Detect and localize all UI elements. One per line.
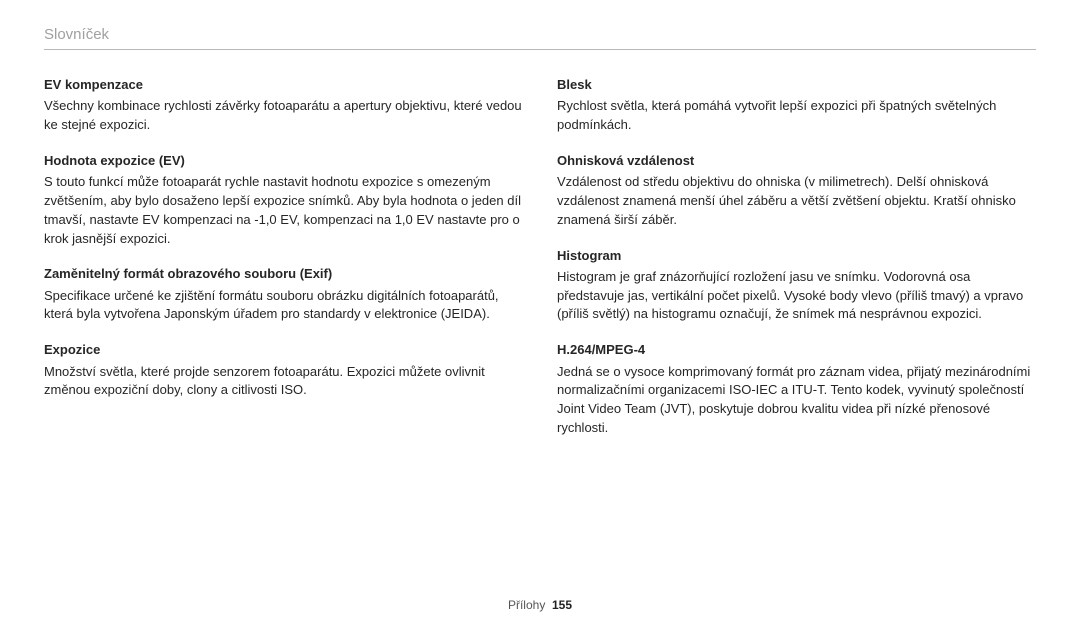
- definition: Histogram je graf znázorňující rozložení…: [557, 268, 1036, 325]
- term: Hodnota expozice (EV): [44, 152, 523, 170]
- page-footer: Přílohy 155: [0, 598, 1080, 612]
- definition: S touto funkcí může fotoaparát rychle na…: [44, 173, 523, 248]
- glossary-entry: EV kompenzace Všechny kombinace rychlost…: [44, 76, 523, 135]
- definition: Rychlost světla, která pomáhá vytvořit l…: [557, 97, 1036, 135]
- term: Zaměnitelný formát obrazového souboru (E…: [44, 265, 523, 283]
- glossary-columns: EV kompenzace Všechny kombinace rychlost…: [44, 76, 1036, 455]
- glossary-entry: Hodnota expozice (EV) S touto funkcí můž…: [44, 152, 523, 249]
- glossary-entry: H.264/MPEG-4 Jedná se o vysoce komprimov…: [557, 341, 1036, 438]
- right-column: Blesk Rychlost světla, která pomáhá vytv…: [557, 76, 1036, 455]
- glossary-entry: Histogram Histogram je graf znázorňující…: [557, 247, 1036, 325]
- section-header: Slovníček: [44, 26, 1036, 50]
- definition: Množství světla, které projde senzorem f…: [44, 363, 523, 401]
- definition: Všechny kombinace rychlosti závěrky foto…: [44, 97, 523, 135]
- term: Ohnisková vzdálenost: [557, 152, 1036, 170]
- definition: Specifikace určené ke zjištění formátu s…: [44, 287, 523, 325]
- glossary-entry: Expozice Množství světla, které projde s…: [44, 341, 523, 400]
- glossary-entry: Ohnisková vzdálenost Vzdálenost od střed…: [557, 152, 1036, 230]
- term: Blesk: [557, 76, 1036, 94]
- glossary-entry: Blesk Rychlost světla, která pomáhá vytv…: [557, 76, 1036, 135]
- term: Expozice: [44, 341, 523, 359]
- footer-label: Přílohy: [508, 598, 545, 612]
- definition: Vzdálenost od středu objektivu do ohnisk…: [557, 173, 1036, 230]
- glossary-entry: Zaměnitelný formát obrazového souboru (E…: [44, 265, 523, 324]
- left-column: EV kompenzace Všechny kombinace rychlost…: [44, 76, 523, 455]
- term: H.264/MPEG-4: [557, 341, 1036, 359]
- term: Histogram: [557, 247, 1036, 265]
- term: EV kompenzace: [44, 76, 523, 94]
- definition: Jedná se o vysoce komprimovaný formát pr…: [557, 363, 1036, 438]
- page-number: 155: [552, 598, 572, 612]
